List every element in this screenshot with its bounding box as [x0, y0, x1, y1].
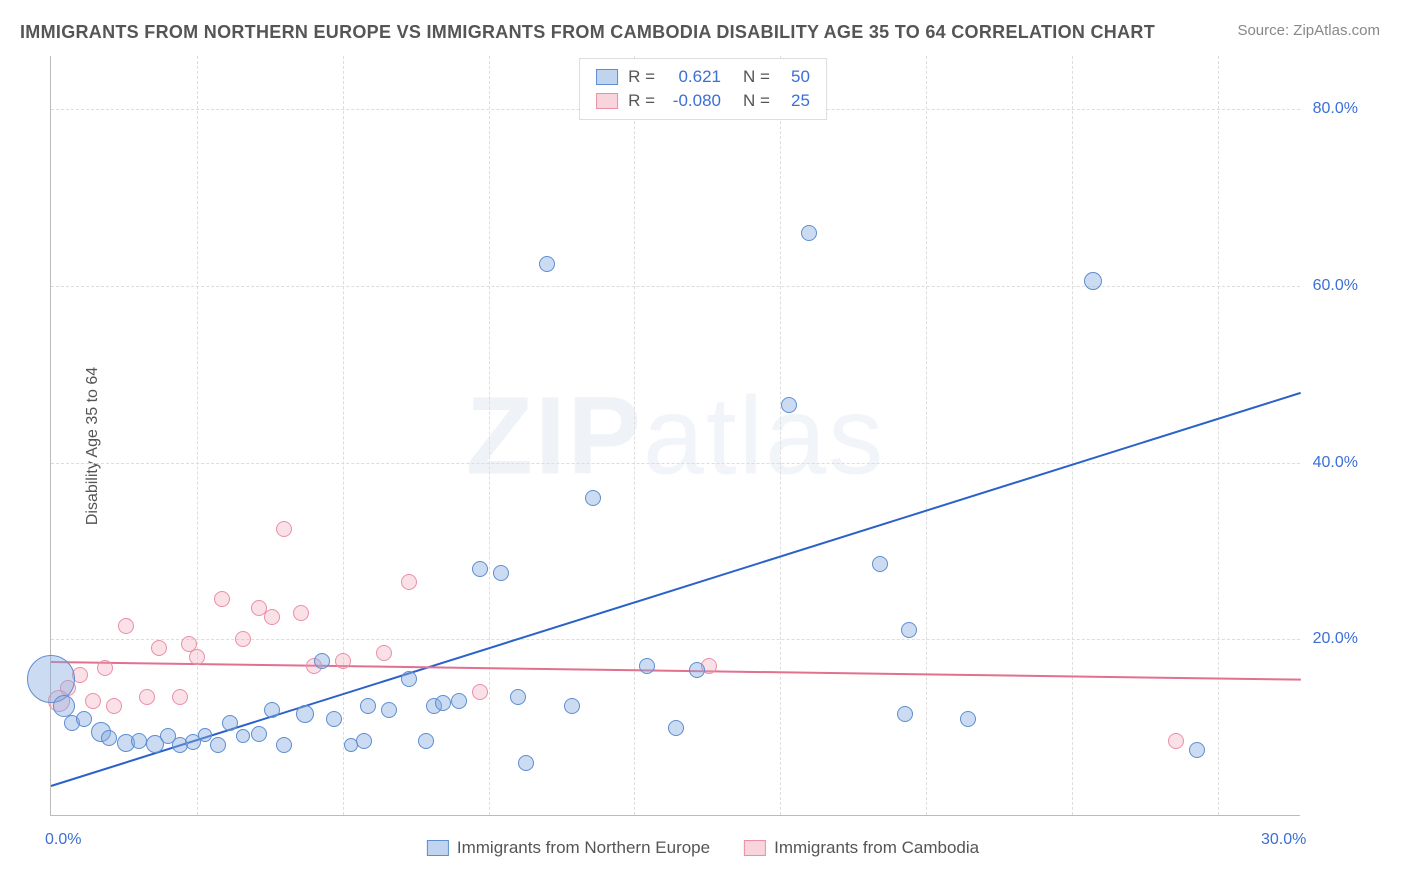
data-point-blue	[356, 733, 372, 749]
legend-n-label: N =	[743, 67, 770, 87]
data-point-pink	[1168, 733, 1184, 749]
grid-line-vertical	[926, 56, 927, 815]
data-point-pink	[151, 640, 167, 656]
data-point-blue	[198, 728, 212, 742]
data-point-blue	[539, 256, 555, 272]
data-point-blue	[897, 706, 913, 722]
data-point-blue	[1189, 742, 1205, 758]
grid-line-horizontal	[51, 463, 1300, 464]
data-point-blue	[1084, 272, 1102, 290]
data-point-blue	[510, 689, 526, 705]
legend-swatch-blue	[427, 840, 449, 856]
data-point-blue	[518, 755, 534, 771]
correlation-legend: R = 0.621 N = 50 R = -0.080 N = 25	[579, 58, 827, 120]
grid-line-vertical	[343, 56, 344, 815]
chart-title: IMMIGRANTS FROM NORTHERN EUROPE VS IMMIG…	[20, 22, 1155, 43]
data-point-pink	[376, 645, 392, 661]
data-point-blue	[222, 715, 238, 731]
watermark: ZIPatlas	[466, 372, 885, 499]
data-point-blue	[901, 622, 917, 638]
data-point-blue	[781, 397, 797, 413]
legend-item-blue: Immigrants from Northern Europe	[427, 838, 710, 858]
data-point-blue	[101, 730, 117, 746]
series-legend: Immigrants from Northern Europe Immigrant…	[427, 838, 979, 858]
data-point-blue	[564, 698, 580, 714]
source-attribution: Source: ZipAtlas.com	[1237, 22, 1380, 39]
data-point-blue	[76, 711, 92, 727]
scatter-plot-area: ZIPatlas 20.0%40.0%60.0%80.0%0.0%30.0%	[50, 56, 1300, 816]
data-point-pink	[293, 605, 309, 621]
legend-n-label: N =	[743, 91, 770, 111]
legend-series-label: Immigrants from Cambodia	[774, 838, 979, 858]
trend-line-pink	[51, 661, 1301, 681]
legend-swatch-pink	[744, 840, 766, 856]
data-point-pink	[97, 660, 113, 676]
legend-row-blue: R = 0.621 N = 50	[596, 65, 810, 89]
data-point-blue	[326, 711, 342, 727]
data-point-pink	[335, 653, 351, 669]
data-point-blue	[236, 729, 250, 743]
data-point-blue	[668, 720, 684, 736]
x-tick-label: 30.0%	[1261, 831, 1306, 849]
data-point-blue	[872, 556, 888, 572]
legend-n-value: 50	[778, 67, 810, 87]
grid-line-horizontal	[51, 286, 1300, 287]
y-tick-label: 20.0%	[1313, 630, 1358, 648]
grid-line-vertical	[634, 56, 635, 815]
data-point-pink	[106, 698, 122, 714]
data-point-blue	[276, 737, 292, 753]
legend-item-pink: Immigrants from Cambodia	[744, 838, 979, 858]
data-point-blue	[451, 693, 467, 709]
data-point-blue	[435, 695, 451, 711]
data-point-pink	[172, 689, 188, 705]
data-point-blue	[131, 733, 147, 749]
data-point-pink	[472, 684, 488, 700]
data-point-blue	[210, 737, 226, 753]
data-point-pink	[264, 609, 280, 625]
data-point-blue	[585, 490, 601, 506]
legend-row-pink: R = -0.080 N = 25	[596, 89, 810, 113]
legend-r-value: -0.080	[663, 91, 721, 111]
data-point-blue	[639, 658, 655, 674]
y-tick-label: 40.0%	[1313, 454, 1358, 472]
legend-r-label: R =	[628, 91, 655, 111]
x-tick-label: 0.0%	[45, 831, 81, 849]
legend-swatch-pink	[596, 93, 618, 109]
data-point-pink	[85, 693, 101, 709]
data-point-blue	[381, 702, 397, 718]
legend-series-label: Immigrants from Northern Europe	[457, 838, 710, 858]
grid-line-vertical	[489, 56, 490, 815]
data-point-blue	[264, 702, 280, 718]
data-point-pink	[401, 574, 417, 590]
y-tick-label: 60.0%	[1313, 277, 1358, 295]
data-point-blue	[314, 653, 330, 669]
legend-r-value: 0.621	[663, 67, 721, 87]
data-point-pink	[139, 689, 155, 705]
data-point-blue	[689, 662, 705, 678]
grid-line-vertical	[197, 56, 198, 815]
grid-line-vertical	[780, 56, 781, 815]
data-point-pink	[118, 618, 134, 634]
data-point-blue	[360, 698, 376, 714]
data-point-pink	[189, 649, 205, 665]
grid-line-vertical	[1218, 56, 1219, 815]
data-point-blue	[472, 561, 488, 577]
data-point-blue	[418, 733, 434, 749]
data-point-blue	[493, 565, 509, 581]
grid-line-vertical	[1072, 56, 1073, 815]
legend-n-value: 25	[778, 91, 810, 111]
data-point-blue	[401, 671, 417, 687]
data-point-blue	[251, 726, 267, 742]
data-point-pink	[276, 521, 292, 537]
legend-swatch-blue	[596, 69, 618, 85]
data-point-blue	[960, 711, 976, 727]
y-tick-label: 80.0%	[1313, 100, 1358, 118]
data-point-blue	[53, 695, 75, 717]
data-point-pink	[235, 631, 251, 647]
legend-r-label: R =	[628, 67, 655, 87]
data-point-blue	[801, 225, 817, 241]
data-point-blue	[296, 705, 314, 723]
data-point-pink	[214, 591, 230, 607]
